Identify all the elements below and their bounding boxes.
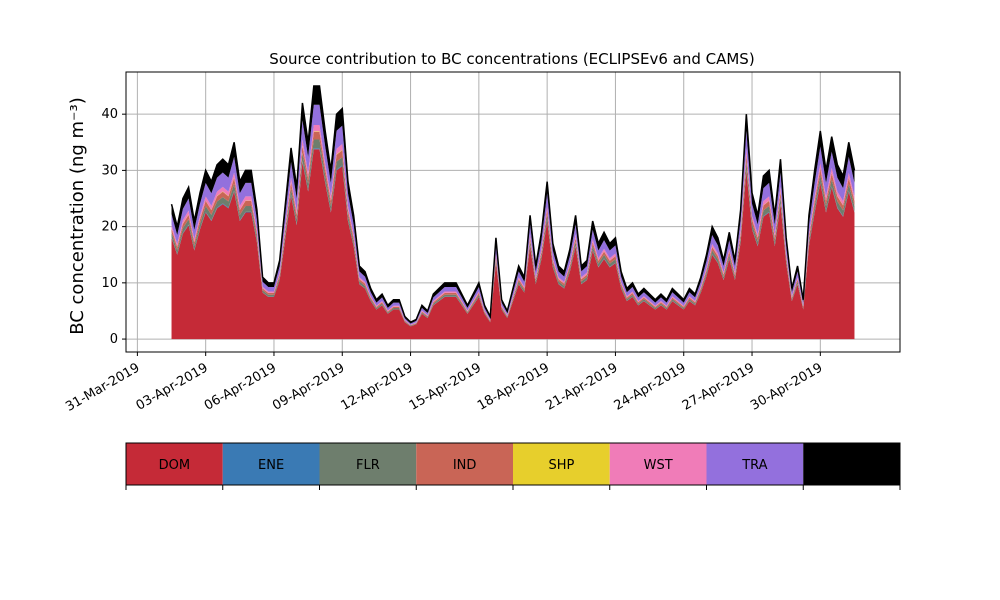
legend-colorbar: DOM ENE FLR IND SHP WST TRA BB	[125, 442, 901, 490]
legend-label-dom: DOM	[159, 458, 190, 473]
y-tick-label: 30	[101, 163, 118, 178]
y-tick-label: 0	[110, 332, 118, 347]
legend-label-shp: SHP	[548, 458, 574, 473]
legend-swatch-wst	[609, 443, 707, 485]
legend-swatch-shp	[513, 443, 610, 485]
legend-swatch-ind	[416, 443, 513, 485]
y-tick-label: 20	[101, 220, 118, 235]
y-tick-label: 10	[101, 276, 118, 291]
legend-swatch-bb	[803, 443, 900, 485]
legend-label-wst: WST	[644, 458, 673, 473]
stacked-areas	[171, 86, 855, 340]
total-outline	[170, 85, 856, 324]
legend-label-ene: ENE	[258, 458, 284, 473]
legend-swatch-tra	[706, 443, 804, 485]
y-axis: 0 10 20 30 40	[101, 107, 126, 347]
legend-label-flr: FLR	[356, 458, 380, 473]
plot-frame	[125, 71, 901, 353]
y-axis-label: BC concentration (ng m⁻³)	[67, 97, 88, 335]
legend-swatch-flr	[319, 443, 417, 485]
legend-swatch-dom	[126, 443, 223, 485]
chart-title: Source contribution to BC concentrations…	[269, 50, 754, 68]
legend-label-bb: BB	[843, 458, 861, 473]
y-tick-label: 40	[101, 107, 118, 122]
legend-swatch-ene	[222, 443, 320, 485]
area-series-dom	[171, 149, 855, 340]
legend-label-tra: TRA	[741, 458, 767, 473]
plot-area	[125, 71, 901, 353]
legend-label-ind: IND	[453, 458, 477, 473]
